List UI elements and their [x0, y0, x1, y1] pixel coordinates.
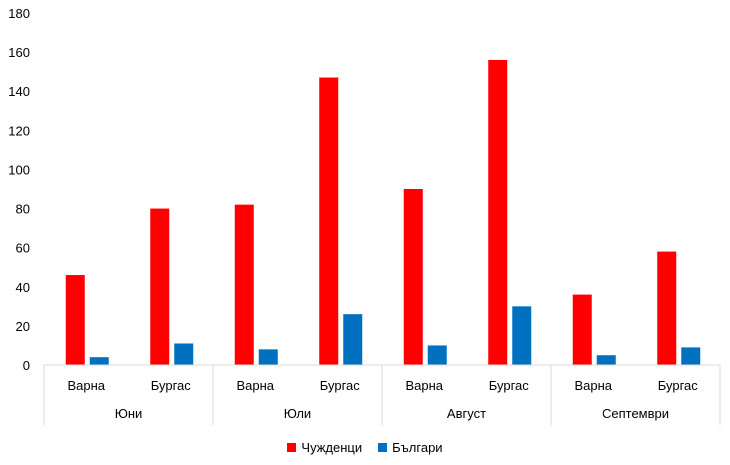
- bar-series-2: [681, 347, 701, 365]
- bar-series-1: [319, 77, 339, 366]
- x-category-label: Бургас: [151, 378, 192, 393]
- bar-series-2: [89, 357, 109, 365]
- x-category-label: Варна: [67, 378, 105, 393]
- bar-series-1: [150, 208, 170, 365]
- bar-series-2: [258, 349, 278, 365]
- bar-series-1: [488, 59, 508, 365]
- bar-series-1: [65, 275, 85, 365]
- y-tick-label: 140: [8, 84, 30, 99]
- legend-item-series-1: Чужденци: [287, 440, 362, 455]
- x-category-label: Варна: [574, 378, 612, 393]
- bar-series-1: [234, 204, 254, 365]
- legend-item-series-2: Българи: [378, 439, 443, 455]
- y-tick-label: 80: [16, 202, 30, 217]
- y-tick-label: 100: [8, 162, 30, 177]
- bar-series-1: [572, 294, 592, 365]
- y-tick-label: 60: [16, 241, 30, 256]
- x-category-label: Бургас: [489, 378, 530, 393]
- x-category-label: Бургас: [320, 378, 361, 393]
- legend-label-series-2: Българи: [392, 439, 443, 455]
- x-group-label: Юни: [115, 406, 143, 421]
- chart-legend: Чужденци Българи: [0, 437, 730, 457]
- legend-swatch-series-1: [287, 442, 297, 452]
- bar-series-2: [596, 355, 616, 365]
- y-tick-label: 120: [8, 123, 30, 138]
- bar-series-2: [512, 306, 532, 365]
- x-group-label: Септември: [602, 406, 669, 421]
- x-category-label: Варна: [236, 378, 274, 393]
- y-tick-label: 40: [16, 280, 30, 295]
- y-tick-label: 180: [8, 6, 30, 21]
- bar-series-2: [343, 314, 363, 365]
- legend-swatch-series-2: [378, 442, 388, 452]
- x-category-label: Варна: [405, 378, 443, 393]
- y-tick-label: 0: [23, 358, 30, 373]
- x-group-label: Юли: [284, 406, 311, 421]
- y-tick-label: 20: [16, 319, 30, 334]
- bar-series-1: [657, 251, 677, 365]
- bar-series-2: [174, 343, 194, 365]
- legend-label-series-1: Чужденци: [301, 439, 363, 455]
- bar-series-1: [403, 189, 423, 365]
- x-group-label: Август: [447, 406, 486, 421]
- x-category-label: Бургас: [658, 378, 699, 393]
- bar-series-2: [427, 345, 447, 365]
- y-tick-label: 160: [8, 45, 30, 60]
